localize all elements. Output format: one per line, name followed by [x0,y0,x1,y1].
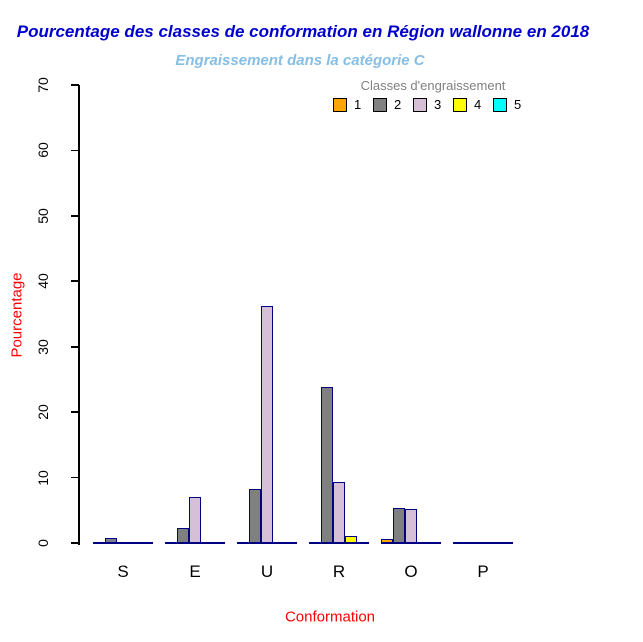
legend-item-label: 2 [394,97,402,112]
bar-U-class3 [261,306,273,543]
group-baseline [93,542,153,544]
y-tick-label: 20 [35,404,51,420]
bar-O-class3 [405,508,417,543]
bar-E-class3 [189,496,201,543]
chart-subtitle: Engraissement dans la catégorie C [175,52,425,69]
y-axis-tick [71,280,79,283]
y-tick-label: 30 [35,338,51,355]
y-tick-label: 0 [35,539,51,547]
bar-R-class2 [321,387,333,543]
group-baseline [381,542,441,544]
legend-swatch-icon [413,97,427,112]
y-tick-label: 50 [35,208,51,224]
legend-item-label: 3 [434,97,442,112]
bar-R-class4 [345,535,357,543]
legend-item-3: 3 [413,97,453,112]
group-baseline [453,542,513,544]
legend-item-label: 5 [514,97,522,112]
x-category-label: R [332,562,346,581]
legend-swatch-icon [333,97,347,112]
legend-item-5: 5 [493,97,533,112]
group-baseline [237,542,297,544]
legend-swatch-icon [493,97,507,112]
bar-S-class2 [105,538,117,543]
y-axis-tick [71,411,79,413]
bar-U-class2 [249,489,261,543]
legend-item-label: 1 [354,97,362,112]
y-axis-line [78,85,80,545]
y-axis-tick [71,149,79,152]
y-axis-tick [71,215,79,217]
legend: Classes d'engraissement 1 2 3 4 5 [333,78,533,112]
legend-title: Classes d'engraissement [360,78,506,93]
bar-R-class3 [333,482,345,543]
x-category-label: S [117,562,129,581]
y-tick-label: 10 [35,469,51,486]
chart-title: Pourcentage des classes de conformation … [16,22,590,41]
legend-item-2: 2 [373,97,413,112]
legend-swatch-icon [373,97,387,112]
y-axis-tick [71,84,79,86]
legend-item-1: 1 [333,97,373,112]
x-category-label: E [189,562,201,581]
y-tick-label: 70 [35,77,51,93]
y-axis-tick [71,476,79,479]
group-baseline [309,542,369,544]
x-category-label: P [477,562,489,581]
y-tick-label: 60 [35,142,51,159]
legend-swatch-icon [453,97,467,112]
legend-item-label: 4 [474,97,482,112]
group-baseline [165,542,225,544]
bar-E-class2 [177,527,189,543]
x-axis-label: Conformation [284,608,376,626]
x-category-label: O [404,562,418,581]
bar-O-class2 [393,508,405,543]
y-axis-tick [71,542,79,544]
legend-item-4: 4 [453,97,493,112]
x-category-label: U [260,562,274,581]
bar-O-class1 [381,539,393,543]
y-axis-tick [71,345,79,348]
legend-items: 1 2 3 4 5 [333,97,533,112]
y-tick-label: 40 [35,273,51,290]
